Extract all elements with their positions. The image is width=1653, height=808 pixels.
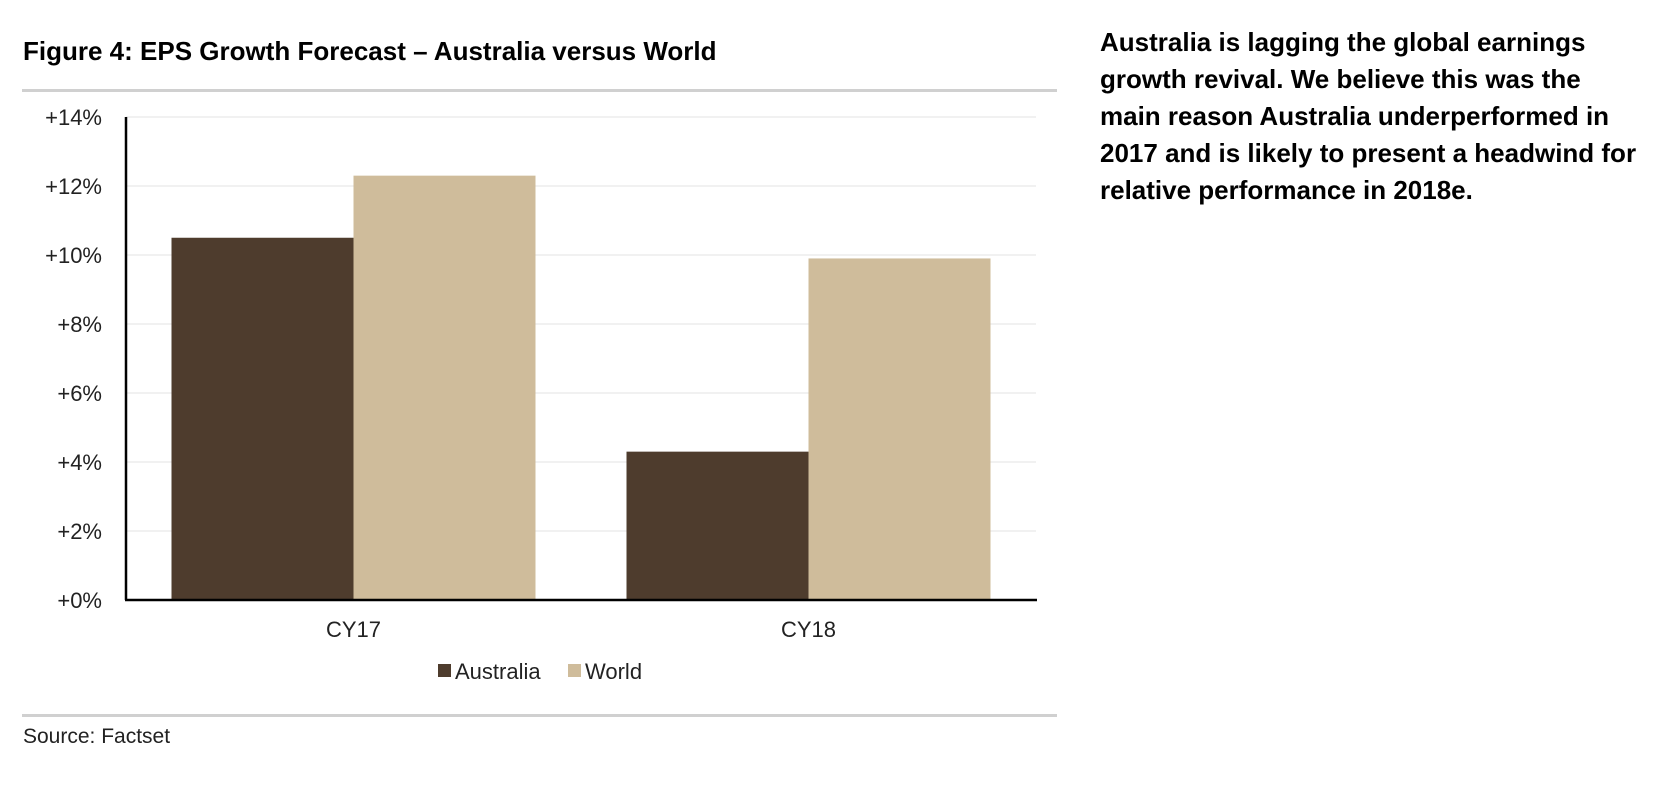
y-tick-label: +12%	[45, 174, 102, 199]
y-tick-label: +8%	[57, 312, 102, 337]
y-axis-tick-labels: +0% +2% +4% +6% +8% +10% +12% +14%	[45, 105, 102, 613]
bar-chart: +0% +2% +4% +6% +8% +10% +12% +14% CY17 CY18 Aus…	[45, 105, 1037, 684]
legend-swatch-australia	[438, 664, 451, 677]
legend-swatch-world	[568, 664, 581, 677]
y-tick-label: +4%	[57, 450, 102, 475]
legend: Australia World	[438, 659, 642, 684]
y-tick-label: +10%	[45, 243, 102, 268]
y-tick-label: +14%	[45, 105, 102, 130]
x-tick-label: CY18	[781, 617, 836, 642]
figure-title: Figure 4: EPS Growth Forecast – Australi…	[23, 36, 717, 66]
bar-australia-cy18	[626, 451, 809, 600]
bars	[171, 175, 991, 600]
x-axis-tick-labels: CY17 CY18	[326, 617, 836, 642]
source-divider	[22, 714, 1057, 717]
x-tick-label: CY17	[326, 617, 381, 642]
title-divider	[22, 89, 1057, 92]
axes	[124, 117, 1037, 602]
bar-australia-cy17	[171, 237, 354, 600]
commentary-text: Australia is lagging the global earnings…	[1100, 27, 1637, 205]
y-tick-label: +0%	[57, 588, 102, 613]
legend-label-australia: Australia	[455, 659, 541, 684]
y-tick-label: +6%	[57, 381, 102, 406]
bar-world-cy17	[353, 175, 536, 600]
legend-label-world: World	[585, 659, 642, 684]
bar-world-cy18	[808, 258, 991, 600]
source-note: Source: Factset	[23, 725, 171, 748]
y-tick-label: +2%	[57, 519, 102, 544]
